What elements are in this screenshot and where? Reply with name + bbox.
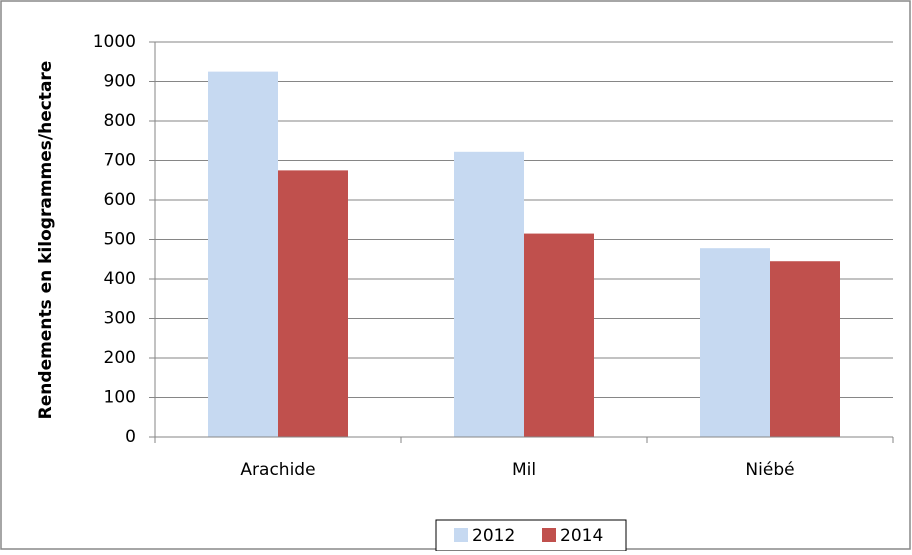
bar	[208, 71, 278, 437]
y-tick-label: 900	[104, 72, 136, 92]
bar	[700, 248, 770, 437]
x-tick-label: Arachide	[240, 460, 315, 480]
y-tick-label: 1000	[93, 32, 136, 52]
legend-label: 2014	[560, 526, 603, 546]
y-tick-label: 200	[104, 348, 136, 368]
y-tick-label: 0	[125, 427, 136, 447]
x-tick-label: Niébé	[745, 460, 794, 480]
bar	[454, 151, 524, 437]
y-tick-label: 800	[104, 111, 136, 131]
bar	[770, 261, 840, 437]
y-axis-label: Rendements en kilogrammes/hectare	[36, 61, 56, 420]
legend-swatch	[454, 528, 468, 542]
y-tick-label: 500	[104, 230, 136, 250]
legend-swatch	[542, 528, 556, 542]
bar	[524, 233, 594, 437]
y-tick-label: 300	[104, 309, 136, 329]
y-tick-label: 700	[104, 151, 136, 171]
bar	[278, 170, 348, 437]
legend-label: 2012	[472, 526, 515, 546]
x-tick-label: Mil	[512, 460, 536, 480]
y-tick-label: 400	[104, 269, 136, 289]
y-tick-label: 100	[104, 388, 136, 408]
y-tick-label: 600	[104, 190, 136, 210]
